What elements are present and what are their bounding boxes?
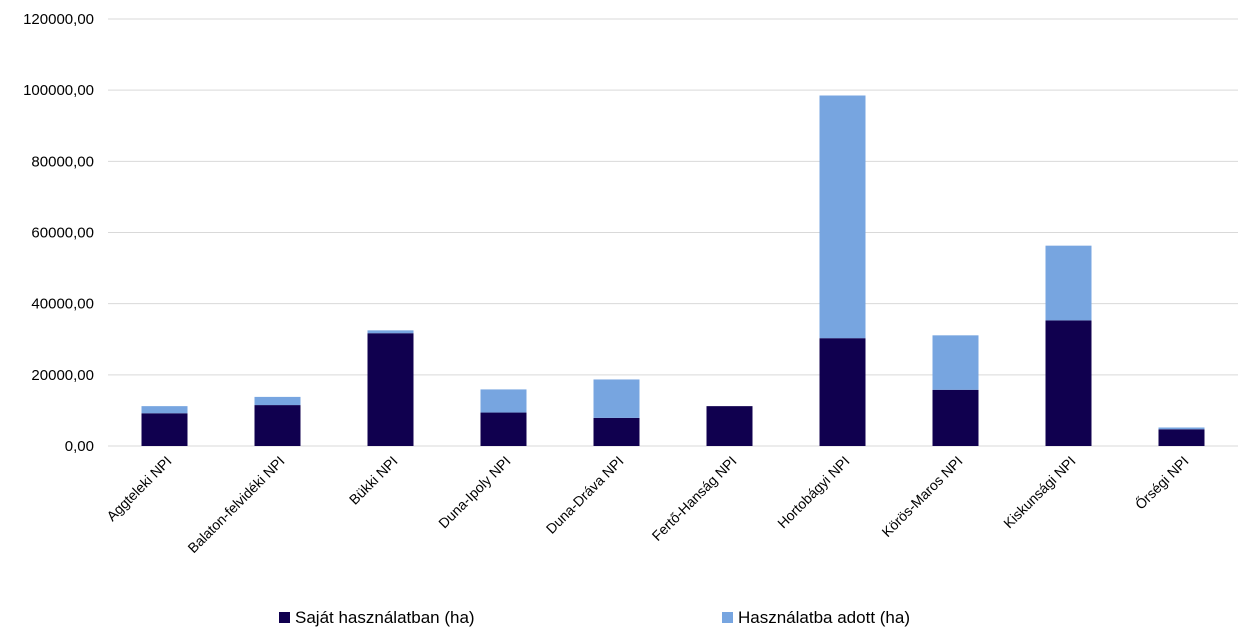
bar-segment-leased [141,406,188,414]
x-tick-label: Kiskunsági NPI [1000,453,1078,531]
legend: Saját használatban (ha) Használatba adot… [279,608,910,627]
x-tick-label: Hortobágyi NPI [774,453,852,531]
bar-segment-own-use [141,413,188,446]
legend-swatch-own-use [279,612,290,623]
x-tick-label: Bükki NPI [346,453,401,508]
y-tick-label: 80000,00 [31,153,94,170]
bar-segment-leased [819,95,866,339]
y-tick-label: 100000,00 [23,82,94,99]
bar-segment-leased [480,389,527,413]
x-tick-label: Balaton-felvidéki NPI [184,453,287,556]
y-tick-label: 40000,00 [31,296,94,313]
legend-label-own-use: Saját használatban (ha) [295,608,475,627]
x-tick-label: Duna-Dráva NPI [543,453,627,537]
bar-segment-own-use [367,333,414,446]
bar-segment-own-use [480,412,527,446]
bar-segment-own-use [254,405,301,446]
bar-segment-own-use [706,406,753,446]
bar-segment-own-use [593,417,640,446]
bar-segment-leased [1158,427,1205,430]
y-tick-label: 60000,00 [31,225,94,242]
y-tick-label: 120000,00 [23,11,94,28]
bar-segment-leased [593,379,640,418]
bars [141,95,1205,446]
y-tick-label: 20000,00 [31,367,94,384]
bar-segment-own-use [932,389,979,446]
x-tick-label: Duna-Ipoly NPI [435,453,513,531]
legend-label-leased: Használatba adott (ha) [738,608,910,627]
x-tick-label: Őrségi NPI [1132,453,1192,513]
gridlines [108,18,1238,447]
y-axis-ticks: 0,00 20000,00 40000,00 60000,00 80000,00 1000… [23,11,94,455]
bar-segment-leased [367,330,414,334]
x-tick-label: Fertő-Hanság NPI [649,453,740,544]
x-tick-label: Körös-Maros NPI [878,453,965,540]
bar-segment-leased [932,335,979,390]
legend-swatch-leased [722,612,733,623]
x-tick-label: Aggteleki NPI [103,453,174,524]
bar-segment-own-use [819,338,866,446]
bar-segment-own-use [1045,320,1092,446]
bar-segment-leased [254,396,301,406]
y-tick-label: 0,00 [65,438,94,455]
x-axis-ticks: Aggteleki NPI Balaton-felvidéki NPI Bükki … [103,453,1191,556]
bar-segment-own-use [1158,429,1205,446]
bar-segment-leased [1045,245,1092,321]
